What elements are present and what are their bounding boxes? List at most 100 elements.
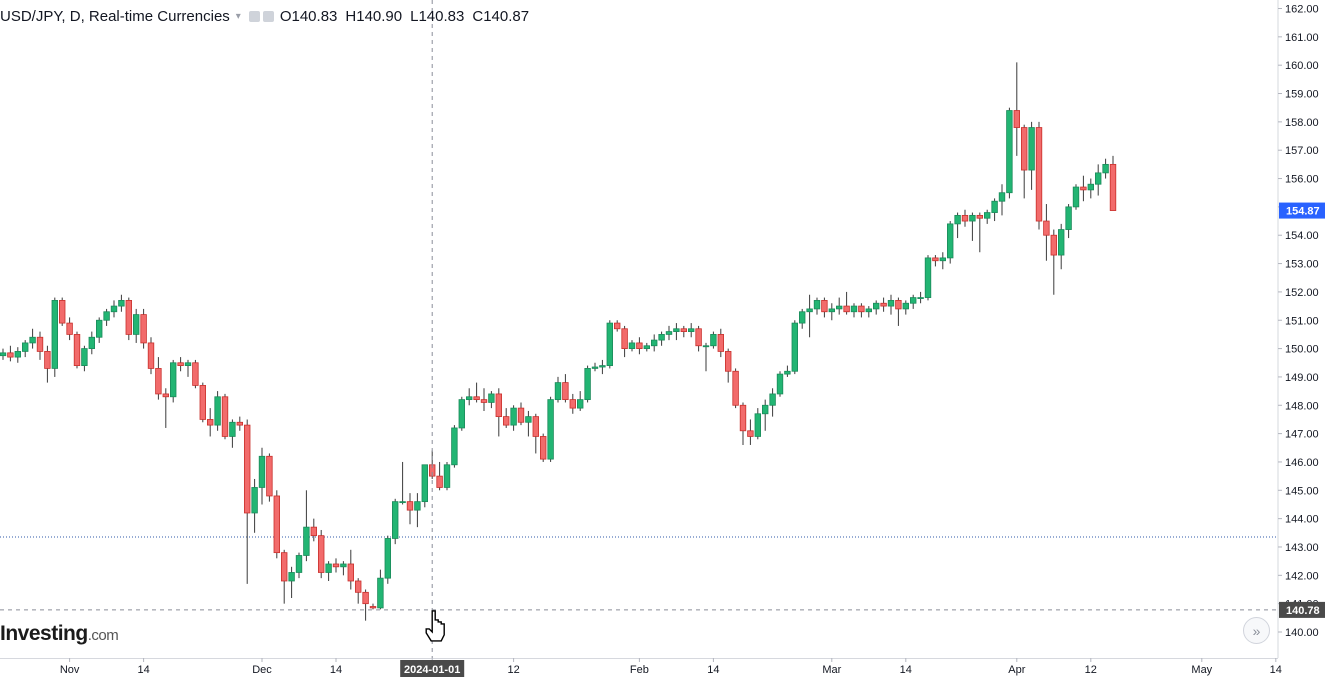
candle-body[interactable] [347,563,354,582]
candle-body[interactable] [532,416,539,437]
candle-body[interactable] [1013,110,1020,128]
candle-body[interactable] [991,200,998,213]
candle-body[interactable] [806,308,813,313]
candle-body[interactable] [754,413,761,437]
candle-body[interactable] [614,322,621,330]
candle-body[interactable] [7,352,14,358]
candle-body[interactable] [51,300,58,369]
candle-body[interactable] [391,501,399,539]
candle-body[interactable] [0,352,7,357]
caret-down-icon[interactable]: ▾ [235,10,241,22]
candle-body[interactable] [406,501,414,511]
candle-body[interactable] [910,297,917,304]
candle-body[interactable] [799,311,806,324]
candle-body[interactable] [177,362,184,366]
candle-body[interactable] [443,464,451,488]
scroll-to-latest-button[interactable]: » [1243,617,1270,644]
candle-body[interactable] [643,345,650,349]
candle-body[interactable] [303,526,310,556]
candle-body[interactable] [384,538,391,579]
candle-body[interactable] [29,336,36,344]
candle-body[interactable] [377,577,384,609]
candle-body[interactable] [192,362,199,386]
candle-body[interactable] [695,328,702,347]
candle-body[interactable] [451,427,458,466]
candle-body[interactable] [21,342,29,352]
candle-body[interactable] [710,334,717,347]
candle-body[interactable] [540,436,547,460]
candle-body[interactable] [88,336,95,349]
candle-body[interactable] [421,464,428,503]
candle-body[interactable] [769,393,776,406]
candle-body[interactable] [739,404,747,432]
candle-body[interactable] [791,322,798,372]
candle-body[interactable] [465,396,473,401]
candle-body[interactable] [591,366,599,369]
candle-body[interactable] [1035,127,1043,222]
candle-body[interactable] [103,311,110,321]
candle-body[interactable] [206,419,214,426]
candle-body[interactable] [273,495,280,554]
candle-body[interactable] [436,475,443,488]
candle-body[interactable] [59,300,66,324]
candle-body[interactable] [369,606,377,609]
candle-body[interactable] [258,455,266,488]
candle-body[interactable] [984,212,991,219]
candle-body[interactable] [1043,220,1050,236]
candle-body[interactable] [762,404,769,415]
candle-body[interactable] [199,385,206,420]
candle-body[interactable] [184,362,192,366]
candle-body[interactable] [673,328,680,332]
candle-body[interactable] [599,365,606,368]
candle-body[interactable] [118,300,125,307]
candle-body[interactable] [784,370,791,375]
candle-body[interactable] [947,223,954,259]
candle-body[interactable] [96,319,103,338]
candle-body[interactable] [458,399,465,429]
candle-body[interactable] [221,396,229,437]
candle-body[interactable] [998,192,1006,202]
candle-body[interactable] [651,339,658,347]
symbol-title[interactable]: USD/JPY, D, Real-time Currencies [0,7,230,25]
candle-body[interactable] [243,424,251,514]
candle-body[interactable] [81,348,88,366]
candle-body[interactable] [577,399,584,409]
candle-body[interactable] [939,257,946,262]
candle-body[interactable] [147,342,155,369]
candle-body[interactable] [865,308,872,313]
candle-body[interactable] [843,305,850,313]
candle-body[interactable] [73,334,81,366]
candle-body[interactable] [229,421,236,437]
candle-body[interactable] [554,382,562,401]
candle-body[interactable] [887,300,895,307]
candle-body[interactable] [414,501,421,511]
candle-body[interactable] [473,396,480,401]
candle-body[interactable] [636,342,643,349]
candle-body[interactable] [140,314,147,344]
candle-body[interactable] [954,214,961,225]
candle-body[interactable] [310,526,317,537]
candle-body[interactable] [510,407,517,426]
candle-body[interactable] [1080,186,1087,191]
candle-body[interactable] [1006,110,1013,194]
candle-body[interactable] [895,300,902,310]
candle-body[interactable] [702,345,710,348]
candle-body[interactable] [488,393,495,403]
candle-body[interactable] [976,214,983,219]
candle-body[interactable] [155,368,162,395]
candle-body[interactable] [340,563,347,568]
candle-body[interactable] [1021,127,1028,171]
candle-body[interactable] [932,257,939,262]
candle-body[interactable] [1095,172,1102,185]
candle-body[interactable] [517,407,525,423]
candle-body[interactable] [562,382,569,401]
candle-body[interactable] [858,305,865,313]
candle-body[interactable] [251,487,258,514]
candle-body[interactable] [354,580,362,593]
candle-body[interactable] [924,257,932,298]
candle-body[interactable] [717,334,724,352]
candle-body[interactable] [525,416,532,423]
candle-body[interactable] [236,421,243,426]
candle-body[interactable] [169,362,177,398]
